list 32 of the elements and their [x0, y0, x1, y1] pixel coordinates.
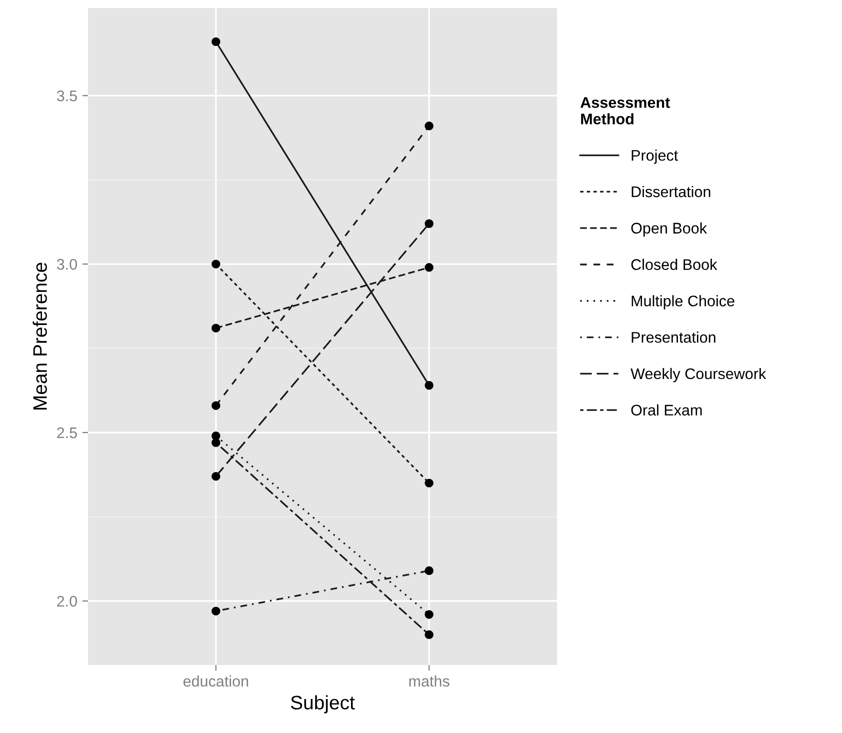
x-tick-label: education: [183, 675, 248, 687]
legend-label: Oral Exam: [631, 404, 702, 416]
point: [424, 380, 434, 390]
legend-label: Project: [632, 150, 678, 164]
point: [212, 438, 220, 447]
legend-label: Closed Book: [631, 258, 718, 270]
point: [424, 478, 434, 488]
legend-label: Presentation: [632, 332, 716, 343]
point: [424, 219, 434, 228]
point: [424, 610, 434, 619]
point: [212, 324, 220, 332]
legend-label: Weekly Coursework: [630, 368, 766, 382]
point: [424, 630, 434, 640]
y-axis-title: Mean Preference: [32, 262, 47, 410]
point: [424, 263, 434, 272]
point: [424, 122, 434, 130]
x-tick-label: maths: [409, 675, 450, 687]
point: [212, 606, 220, 616]
y-tick-label: 3.0: [56, 258, 77, 270]
legend-title: Assessment Method: [580, 97, 670, 124]
point: [212, 401, 220, 410]
x-axis-title: Subject: [290, 695, 355, 714]
y-tick-label: 3.5: [56, 90, 77, 102]
point: [424, 566, 434, 576]
point: [212, 260, 220, 268]
legend-label: Open Book: [631, 222, 708, 237]
point: [212, 472, 220, 481]
point: [212, 37, 220, 46]
legend-label: Dissertation: [632, 186, 710, 198]
legend-label: Multiple Choice: [632, 295, 734, 310]
y-tick-label: 2.0: [57, 596, 77, 607]
y-tick-label: 2.5: [57, 427, 77, 438]
